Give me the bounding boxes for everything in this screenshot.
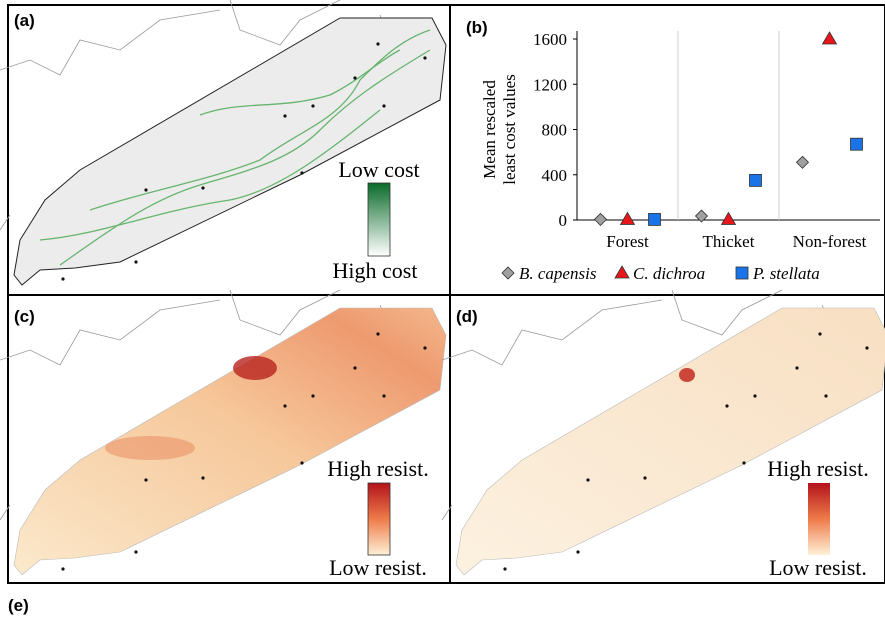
y-tick-label: 1600: [533, 30, 567, 49]
marker-diamond: [593, 212, 608, 227]
legend-label: B. capensis: [519, 264, 597, 283]
panel-label: (b): [466, 18, 488, 37]
map-a: [0, 0, 447, 286]
marker-square: [648, 213, 661, 226]
y-axis-label: Mean rescaled: [480, 80, 499, 179]
x-tick-label: Non-forest: [793, 232, 867, 251]
legend-top: Low cost: [338, 157, 419, 182]
legend-top: High resist.: [767, 456, 868, 481]
chart-b: 0 400 800 1200 1600 Mean rescaled least cost v…: [480, 30, 880, 283]
panel-label: (c): [14, 307, 35, 326]
legend-label: C. dichroa: [633, 264, 705, 283]
marker-diamond: [795, 155, 810, 169]
y-axis-label: least cost values: [500, 74, 519, 184]
marker-square: [850, 137, 863, 151]
panel-label: (e): [8, 596, 29, 615]
legend-bottom: High cost: [333, 258, 418, 283]
marker-square: [749, 174, 762, 187]
panel-label: (a): [14, 11, 35, 30]
marker-triangle: [720, 211, 737, 225]
legend-bottom: Low resist.: [769, 555, 867, 580]
marker-square: [735, 266, 749, 280]
panel-label: (d): [456, 307, 478, 326]
legend-label: P. stellata: [752, 264, 820, 283]
marker-diamond: [501, 266, 515, 280]
y-tick-label: 1200: [533, 75, 567, 94]
map-d: [441, 289, 885, 576]
marker-diamond: [694, 209, 709, 223]
y-tick-label: 400: [542, 166, 568, 185]
y-tick-label: 800: [542, 121, 568, 140]
panel-frame: [449, 294, 885, 584]
legend-top: High resist.: [327, 456, 428, 481]
map-c: [0, 289, 447, 576]
marker-triangle: [619, 211, 636, 225]
marker-triangle: [614, 265, 630, 279]
x-tick-label: Forest: [606, 232, 649, 251]
y-tick-label: 0: [559, 211, 568, 230]
x-tick-label: Thicket: [703, 232, 755, 251]
marker-triangle: [821, 31, 838, 45]
legend-bottom: Low resist.: [329, 555, 427, 580]
